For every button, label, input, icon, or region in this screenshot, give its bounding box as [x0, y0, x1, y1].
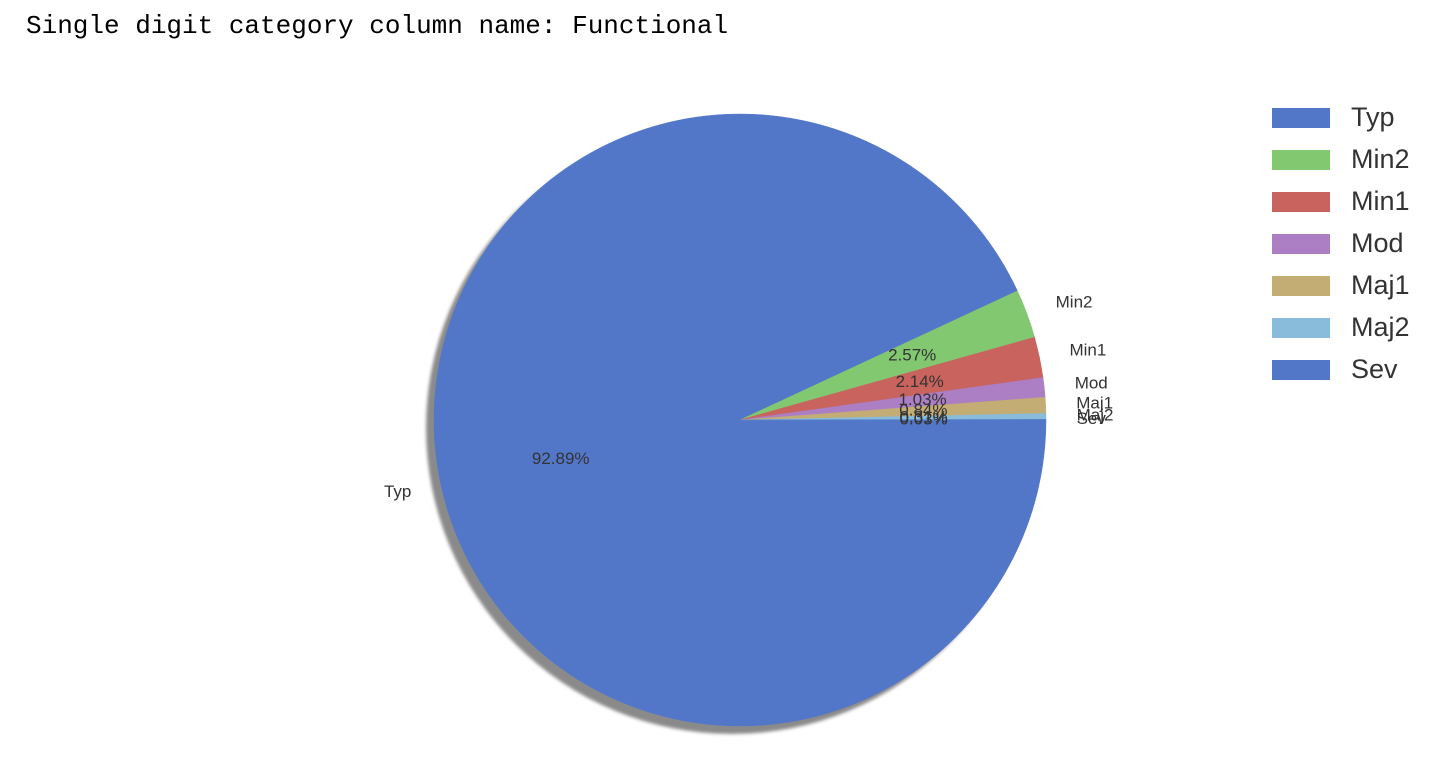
slice-label-maj2: Maj2	[1077, 406, 1114, 425]
legend-label-maj2: Maj2	[1351, 312, 1410, 342]
slice-label-sev: Sev	[1077, 409, 1107, 428]
legend-label-min2: Min2	[1351, 144, 1410, 174]
legend-swatch-min2	[1272, 150, 1330, 170]
legend-label-maj1: Maj1	[1351, 270, 1410, 300]
slice-label-typ: Typ	[384, 482, 411, 501]
legend-label-typ: Typ	[1351, 102, 1395, 132]
slice-pct-maj1: 0.84%	[899, 401, 947, 420]
legend-label-mod: Mod	[1351, 228, 1404, 258]
slice-label-min2: Min2	[1056, 293, 1093, 312]
legend-swatch-typ	[1272, 108, 1330, 128]
slice-pct-mod: 1.03%	[898, 390, 946, 409]
legend-swatch-maj1	[1272, 276, 1330, 296]
legend-swatch-min1	[1272, 192, 1330, 212]
pie-labels: Typ 92.89% Min2 2.57% Min1 2.14% Mod 1.03% Maj1 0…	[384, 293, 1113, 502]
slice-pct-sev: 0.03%	[899, 409, 947, 428]
slice-pct-min2: 2.57%	[888, 346, 936, 365]
slice-pct-min1: 2.14%	[896, 372, 944, 391]
slice-label-mod: Mod	[1075, 374, 1108, 393]
chart-legend: Typ Min2 Min1 Mod Maj1 Maj2 Sev	[1272, 102, 1410, 384]
legend-swatch-maj2	[1272, 318, 1330, 338]
legend-label-sev: Sev	[1351, 354, 1398, 384]
output-heading: Single digit category column name: Funct…	[26, 11, 729, 41]
slice-label-min1: Min1	[1069, 340, 1106, 359]
slice-pct-typ: 92.89%	[532, 449, 590, 468]
slice-label-maj1: Maj1	[1076, 393, 1113, 412]
pie-slices	[433, 113, 1047, 727]
legend-label-min1: Min1	[1351, 186, 1410, 216]
legend-swatch-sev	[1272, 360, 1330, 380]
slice-pct-maj2: 0.31%	[899, 407, 947, 426]
legend-swatch-mod	[1272, 234, 1330, 254]
pie-slice-sev	[739, 419, 1047, 421]
